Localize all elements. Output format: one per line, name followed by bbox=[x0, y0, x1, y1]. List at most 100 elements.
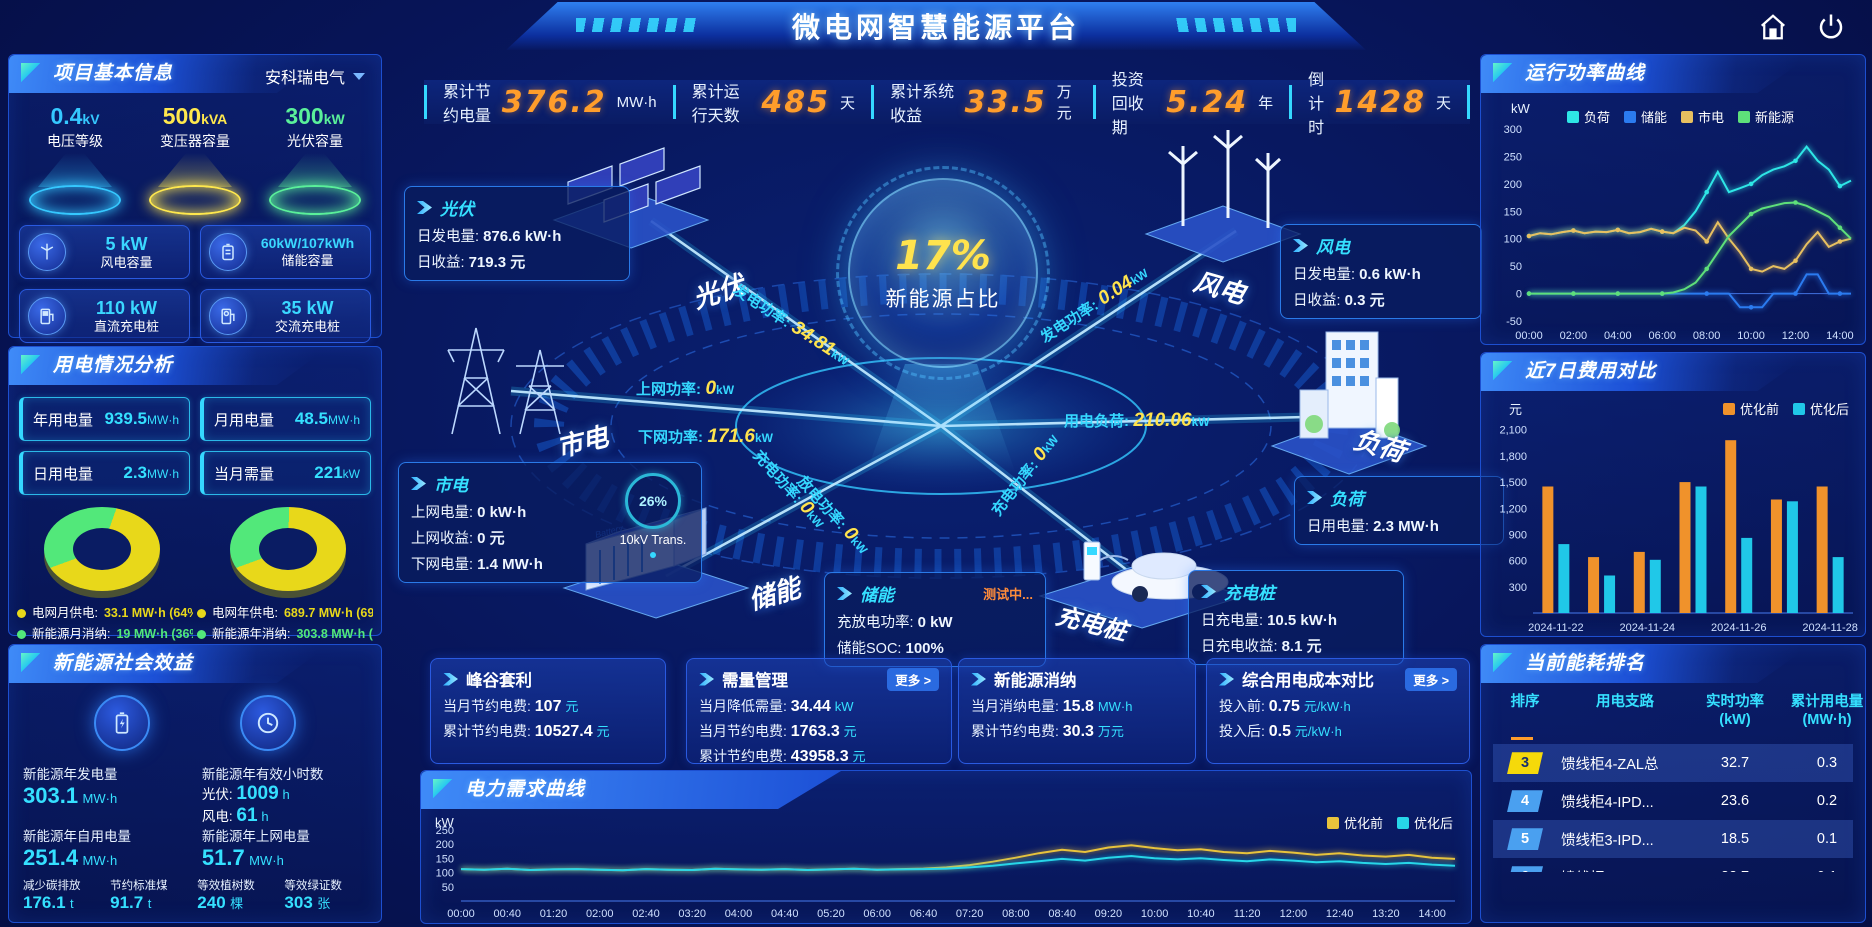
chevron-right-icon bbox=[411, 477, 426, 490]
renewable-share-value: 17% bbox=[895, 233, 991, 279]
pedestal-label: 电压等级 bbox=[47, 133, 103, 149]
card-value: 35 kW bbox=[281, 297, 334, 318]
more-button[interactable]: 更多 > bbox=[1405, 667, 1457, 691]
rank-scroll-indicator bbox=[1511, 737, 1533, 741]
battery-bolt-icon bbox=[115, 712, 129, 734]
power-usage-panel: 用电情况分析 年用电量 939.5MW·h 月用电量 48.5MW·h 日用电量 2.3M… bbox=[8, 346, 382, 641]
company-select[interactable]: 安科瑞电气 bbox=[265, 64, 365, 88]
panel-corner-icon bbox=[21, 63, 41, 83]
flow-label: 用电负荷: 210.06kW bbox=[1064, 410, 1210, 431]
cost-compare-panel: 近7日费用对比 元 优化前 优化后 2,100 1,800 1,500 1,200 900… bbox=[1480, 352, 1866, 637]
kpi-label: 累计节约电量 bbox=[443, 84, 492, 125]
kpi-value: 485 bbox=[761, 85, 831, 120]
capacity-card: 60kW/107kWh 储能容量 bbox=[200, 225, 371, 279]
svg-text:150: 150 bbox=[1504, 206, 1522, 218]
y-axis-unit: kW bbox=[1511, 101, 1530, 116]
ac-charger-icon bbox=[209, 297, 247, 335]
pager-dot[interactable] bbox=[650, 552, 656, 558]
wind-icon bbox=[28, 233, 66, 271]
project-info-header: 项目基本信息 安科瑞电气 bbox=[9, 55, 381, 93]
panel-title: 近7日费用对比 bbox=[1525, 361, 1657, 382]
svg-text:08:00: 08:00 bbox=[1693, 330, 1721, 342]
stat-label: 日用电量 bbox=[33, 465, 94, 483]
annual-feed-in-stat: 新能源年上网电量 51.7 MW·h bbox=[201, 829, 310, 870]
table-row[interactable]: 4 馈线柜4-IPD... 23.6 0.2 bbox=[1493, 782, 1853, 820]
kpi-unit: 天 bbox=[840, 94, 856, 112]
benefit-small-stat: 等效植树数 240 棵 bbox=[197, 877, 280, 913]
stat-label: 年用电量 bbox=[33, 411, 94, 429]
stat-unit: t bbox=[147, 896, 152, 911]
chart-legend-item[interactable]: 优化后 bbox=[1396, 813, 1453, 832]
grid-node-art bbox=[447, 327, 564, 435]
svg-text:50: 50 bbox=[1510, 261, 1522, 273]
chart-legend-item[interactable]: 优化后 bbox=[1792, 399, 1849, 418]
chevron-right-icon bbox=[1293, 239, 1308, 252]
total-energy: 0.3 bbox=[1816, 755, 1838, 772]
wind-node-art bbox=[1144, 130, 1302, 263]
benefit-small-stats: 减少碳排放 176.1 t 节约标准煤 91.7 t 等效植树数 240 棵等效绿证数 30… bbox=[23, 877, 367, 913]
table-row[interactable]: 3 馈线柜4-ZAL总 32.7 0.3 bbox=[1493, 744, 1853, 783]
kpi-label: 累计运行天数 bbox=[691, 84, 740, 125]
chart-legend-item[interactable]: 储能 bbox=[1624, 107, 1667, 126]
ranking-table-body: 3 馈线柜4-ZAL总 32.7 0.3 4 馈线柜4-IPD... 23.6 0.2 5 馈线柜… bbox=[1493, 744, 1853, 873]
stat-unit: 棵 bbox=[230, 896, 244, 911]
kpi-unit: 万元 bbox=[1056, 84, 1072, 122]
total-energy: 0.2 bbox=[1816, 793, 1838, 810]
svg-text:07:20: 07:20 bbox=[956, 908, 984, 920]
chart-legend-item[interactable]: 新能源 bbox=[1738, 107, 1794, 126]
company-name[interactable]: 安科瑞电气 bbox=[264, 70, 345, 87]
benefit-card: 新能源消纳 当月消纳电量: 15.8 MW·h 累计节约电费: 30.3 万元 bbox=[958, 658, 1196, 764]
more-button[interactable]: 更多 > bbox=[887, 667, 939, 691]
home-icon[interactable] bbox=[1758, 12, 1788, 42]
svg-text:06:00: 06:00 bbox=[1648, 330, 1676, 342]
testing-badge: 测试中... bbox=[983, 587, 1033, 602]
chevron-right-icon bbox=[1201, 585, 1216, 598]
svg-text:50: 50 bbox=[442, 882, 454, 894]
donut-legend-item: 电网年供电: 689.7 MW·h (69%) bbox=[197, 603, 373, 624]
kpi-unit: MW·h bbox=[616, 93, 657, 111]
benefit-cards-row: 峰谷套利 当月节约电费: 107 元累计节约电费: 10527.4 元需量管理 更多… bbox=[424, 658, 1470, 765]
table-row[interactable]: 5 馈线柜3-IPD... 18.5 0.1 bbox=[1493, 820, 1853, 859]
cost-compare-header: 近7日费用对比 bbox=[1481, 353, 1865, 391]
usage-donuts bbox=[9, 507, 381, 591]
legend-name: 储能 bbox=[1641, 110, 1668, 125]
kpi-item: 倒计时 1428 天 bbox=[1289, 72, 1470, 137]
card-title: 综合用电成本对比 更多 > bbox=[1219, 667, 1457, 691]
monthly-energy-donut bbox=[44, 507, 160, 591]
kpi-unit: 天 bbox=[1435, 94, 1451, 112]
branch-name: 馈线柜4-ZAL总 bbox=[1561, 756, 1659, 773]
panel-corner-icon bbox=[21, 653, 41, 673]
pedestal-label: 变压器容量 bbox=[160, 133, 230, 149]
capacity-pedestals: 0.4kV 电压等级 500kVA 变压器容量 300kW 光伏容量 bbox=[9, 93, 381, 215]
demand-curve-panel: 电力需求曲线 kW 优化前 优化后 250 200 150 100 50 00:00 00:4… bbox=[420, 770, 1472, 924]
annual-hours-stat: 新能源年有效小时数 光伏: 1009 h 风电: 61 h bbox=[201, 767, 324, 826]
stat-label: 减少碳排放 bbox=[23, 880, 81, 892]
stat-value: 48.5MW·h bbox=[294, 409, 360, 428]
chevron-right-icon bbox=[443, 672, 458, 686]
benefit-card: 需量管理 更多 > 当月降低需量: 34.44 kW 当月节约电费: 1763.3 元… bbox=[686, 658, 952, 765]
legend-swatch bbox=[1681, 110, 1694, 123]
svg-text:09:20: 09:20 bbox=[1095, 908, 1123, 920]
power-icon[interactable] bbox=[1816, 12, 1846, 42]
kpi-bar: 累计节约电量 376.2 MW·h 累计运行天数 485 天累计系统收益 33.5 万元 投资回… bbox=[424, 72, 1470, 137]
svg-text:1,200: 1,200 bbox=[1499, 503, 1527, 515]
chart-legend-item[interactable]: 优化前 bbox=[1326, 813, 1383, 832]
svg-text:04:00: 04:00 bbox=[1604, 330, 1632, 342]
svg-text:14:00: 14:00 bbox=[1418, 908, 1446, 920]
legend-name: 新能源 bbox=[1755, 110, 1795, 125]
chart-legend-item[interactable]: 优化前 bbox=[1722, 399, 1779, 418]
panel-corner-icon bbox=[1493, 653, 1513, 673]
usage-stat-box: 当月需量 221kW bbox=[200, 451, 371, 495]
chart-legend-item[interactable]: 负荷 bbox=[1567, 107, 1610, 126]
svg-text:200: 200 bbox=[436, 839, 454, 851]
svg-text:12:00: 12:00 bbox=[1280, 908, 1308, 920]
svg-text:0: 0 bbox=[1516, 289, 1522, 301]
card-title: 峰谷套利 bbox=[443, 667, 653, 691]
chevron-right-icon bbox=[971, 672, 986, 686]
svg-text:1,800: 1,800 bbox=[1499, 451, 1527, 463]
chevron-right-icon bbox=[1307, 491, 1322, 504]
svg-text:13:20: 13:20 bbox=[1372, 908, 1400, 920]
panel-title: 项目基本信息 bbox=[53, 63, 174, 84]
table-row[interactable]: 6 馈线柜6-IPD 22.7 0.1 bbox=[1493, 858, 1853, 873]
chart-legend-item[interactable]: 市电 bbox=[1681, 107, 1724, 126]
